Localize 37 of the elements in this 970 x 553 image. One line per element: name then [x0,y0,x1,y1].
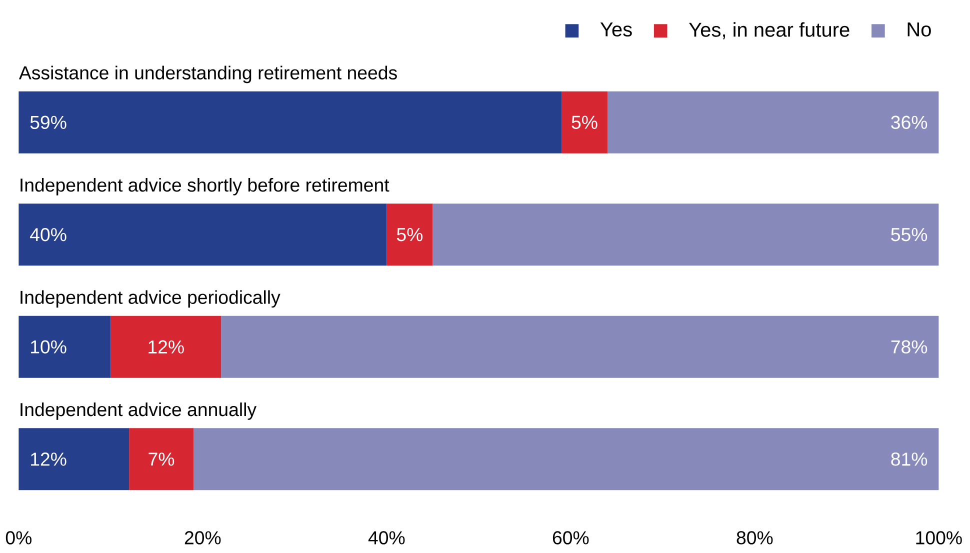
legend-label: Yes [600,22,632,36]
bar [18,91,562,154]
data-label: 55% [891,228,928,242]
data-label: 59% [30,116,66,129]
x-tick-label: 0% [6,531,32,544]
bar [18,428,130,490]
data-label: 40% [30,228,66,242]
y-tick-label: Independent advice periodically [20,290,280,308]
bar [193,428,939,490]
bar [607,91,939,154]
legend-label: Yes, in near future [689,22,850,40]
x-tick-label: 40% [368,531,405,544]
bar [386,204,433,266]
bar [432,204,939,266]
bar [129,428,194,490]
legend-label: No [908,22,931,36]
bar [221,316,939,378]
data-label: 81% [891,452,928,466]
data-label: 5% [396,228,422,242]
bar [561,91,608,154]
x-tick-label: 60% [552,531,589,544]
bar [18,316,111,378]
y-tick-label: Assistance in understanding retirement needs [18,66,397,84]
x-tick-label: 80% [736,531,773,544]
data-label: 36% [891,116,928,129]
data-label: 5% [572,116,598,129]
data-label: 7% [148,452,174,466]
y-tick-label: Independent advice shortly before retirement [20,178,390,196]
bar [18,204,387,266]
data-label: 78% [891,340,928,354]
x-tick-label: 20% [184,531,221,544]
data-label: 10% [31,340,66,354]
data-label: 12% [148,340,184,354]
x-tick-label: 100% [916,531,962,544]
data-label: 12% [31,452,66,466]
bar [110,316,222,378]
y-tick-label: Independent advice annually [20,402,257,420]
